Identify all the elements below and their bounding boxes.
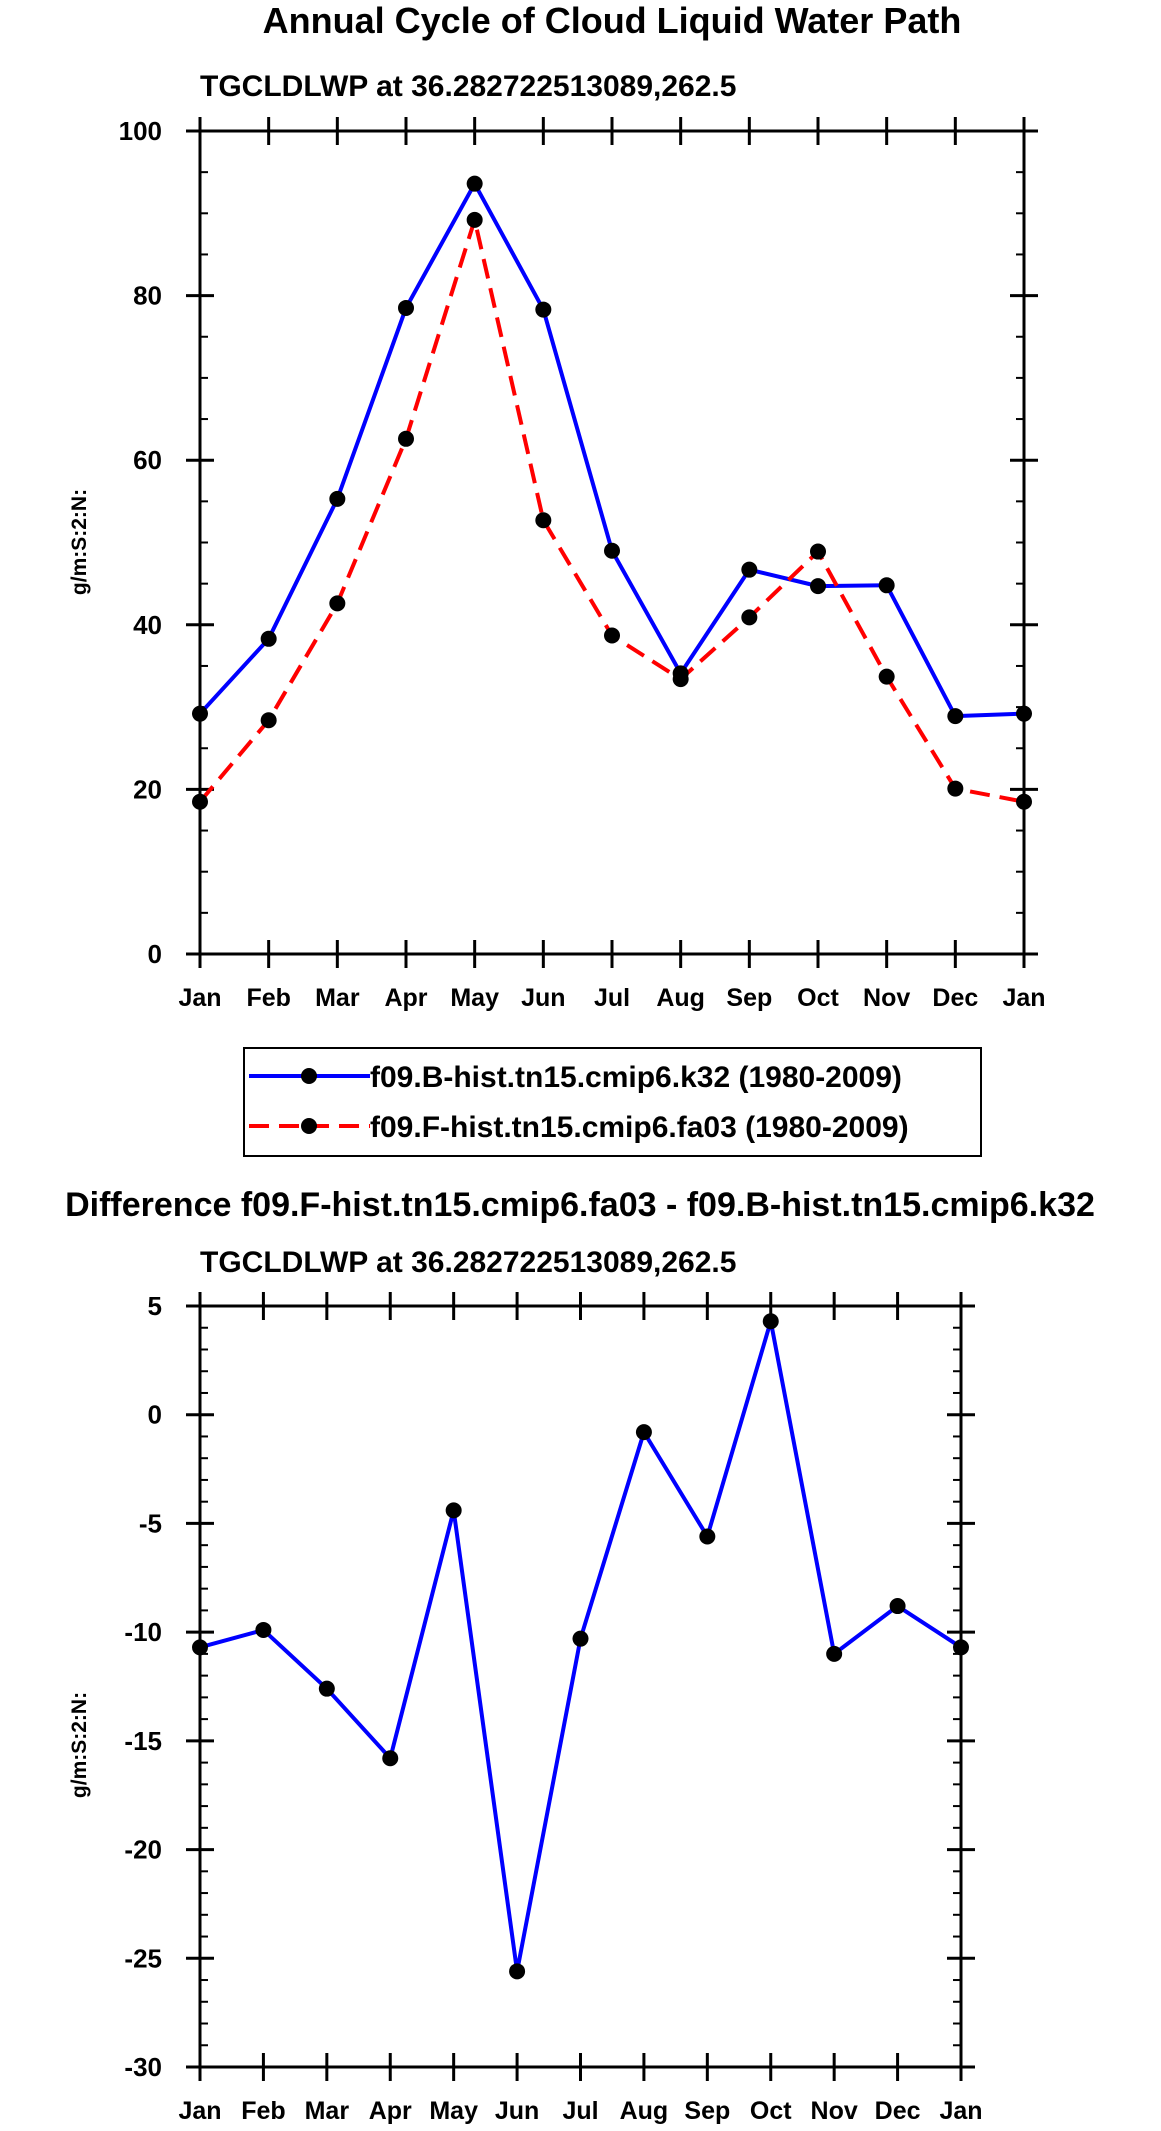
chart2-series-1-point: [255, 1621, 272, 1638]
chart2-series-1-point: [509, 1963, 526, 1980]
chart1-x-tick-label: Apr: [384, 984, 427, 1012]
chart2-series-1-point: [889, 1598, 906, 1615]
chart2-y-tick-label: -10: [124, 1617, 162, 1647]
chart2-plot: -30 -25 -20 -15 -10 -5 0 5 Jan Feb Mar Apr May Jun Jul…: [124, 1291, 982, 2125]
chart2-y-tick-label: -25: [124, 1943, 162, 1973]
chart2-series-1-point: [382, 1750, 399, 1767]
chart1-series-2-point: [810, 543, 826, 560]
chart1-series-2-point: [535, 512, 552, 529]
chart1-frame: [198, 129, 1026, 956]
legend: f09.B-hist.tn15.cmip6.k32 (1980-2009) f0…: [243, 1047, 982, 1157]
chart2-y-tick-label: 0: [148, 1400, 162, 1430]
chart1-series-2-point: [260, 712, 277, 729]
chart2-series-1-point: [953, 1639, 969, 1656]
chart1-y-tick-label: 80: [133, 281, 162, 311]
chart1-x-tick-label: Jan: [178, 984, 221, 1012]
chart1-y-tick-label: 0: [148, 939, 162, 969]
chart1-series-2-point: [672, 671, 689, 688]
chart2-series-1-point: [699, 1528, 716, 1545]
legend-label-series-1: f09.B-hist.tn15.cmip6.k32 (1980-2009): [370, 1061, 902, 1094]
chart2-y-tick-label: -20: [124, 1835, 162, 1865]
chart1-y-tick-label: 40: [133, 610, 162, 640]
chart1-plot: 0 20 40 60 80 100 Jan Feb Mar Apr May Jun Jul Aug Sep O…: [119, 116, 1046, 1012]
chart2-y-tick-label: -5: [139, 1508, 162, 1538]
chart2-x-tick-label: Sep: [684, 2097, 730, 2125]
chart2-x-tick-label: Nov: [811, 2097, 858, 2125]
chart1-series-1-point: [535, 301, 552, 318]
chart2-x-tick-label: Jan: [939, 2097, 982, 2125]
legend-marker-series-2: [301, 1118, 317, 1134]
chart1-x-tick-label: Sep: [726, 984, 772, 1012]
chart1-series-2-point: [604, 627, 620, 644]
chart1-series-2-line: [198, 217, 1025, 804]
chart2-x-tick-label: Apr: [369, 2097, 412, 2125]
chart1-series-2-point: [329, 595, 346, 612]
chart2-series-1-point: [572, 1630, 589, 1647]
chart1-series-1-point: [878, 577, 895, 594]
chart1-x-tick-label: Oct: [797, 984, 839, 1012]
chart1-x-tick-label: Mar: [315, 984, 360, 1012]
chart2-x-tick-label: Jan: [178, 2097, 221, 2125]
chart2-series-1-point: [318, 1680, 335, 1697]
chart2-x-tick-label: Jun: [495, 2097, 539, 2125]
chart1-series-1-point: [741, 561, 758, 578]
chart1-series-1-point: [260, 630, 277, 647]
chart1-x-tick-label: Aug: [656, 984, 705, 1012]
chart2-series-1-point: [826, 1645, 843, 1662]
chart1-series-2-point: [878, 668, 895, 685]
chart1-subtitle: TGCLDLWP at 36.282722513089,262.5: [200, 70, 736, 103]
chart2-series-1-point: [445, 1502, 462, 1519]
chart1-x-tick-label: Jun: [521, 984, 565, 1012]
chart2-x-tick-label: Aug: [620, 2097, 669, 2125]
chart1-x-tick-label: Jul: [594, 984, 630, 1012]
chart2-y-tick-label: -30: [124, 2052, 162, 2082]
chart2-y-tick-label: -15: [124, 1726, 162, 1756]
legend-box: [243, 1047, 982, 1157]
chart1-x-tick-label: Dec: [932, 984, 978, 1012]
chart1-series-1-point: [1016, 705, 1032, 722]
chart1-series-1-point: [947, 708, 964, 725]
chart2-x-tick-label: May: [429, 2097, 478, 2125]
chart1-y-tick-label: 100: [119, 116, 162, 146]
chart2-y-tick-label: 5: [148, 1291, 162, 1321]
chart1-series-2-point: [741, 609, 758, 626]
chart1-title: Annual Cycle of Cloud Liquid Water Path: [263, 0, 962, 41]
chart2-x-tick-label: Feb: [241, 2097, 285, 2125]
chart1-series-2-point: [1016, 793, 1032, 810]
chart2-subtitle: TGCLDLWP at 36.282722513089,262.5: [200, 1246, 736, 1279]
chart1-series-1-point: [810, 578, 826, 595]
chart1-series-1-point: [604, 542, 620, 559]
chart1-series-2-point: [192, 793, 208, 810]
chart2-x-tick-label: Jul: [562, 2097, 598, 2125]
chart1-y-tick-label: 20: [133, 774, 162, 804]
chart1-series-1-point: [192, 705, 208, 722]
chart1-y-tick-label: 60: [133, 445, 162, 475]
chart1-x-tick-label: Feb: [246, 984, 290, 1012]
chart1-series-2-point: [466, 211, 483, 228]
chart2-y-axis-label: g/m:S:2:N:: [68, 1692, 91, 1798]
chart1-x-tick-label: Nov: [863, 984, 910, 1012]
chart1-x-tick-label: May: [450, 984, 499, 1012]
chart2-series-1-point: [192, 1639, 208, 1656]
chart2-series-1-point: [762, 1313, 779, 1330]
chart1-series-1-point: [329, 490, 346, 507]
legend-marker-series-1: [301, 1068, 317, 1084]
chart1-series-1-point: [466, 175, 483, 192]
chart2-series-1-point: [635, 1424, 652, 1441]
chart2-x-tick-label: Dec: [875, 2097, 921, 2125]
chart1-y-axis-label: g/m:S:2:N:: [68, 489, 91, 595]
chart2-x-tick-label: Mar: [305, 2097, 350, 2125]
chart2-x-tick-label: Oct: [750, 2097, 792, 2125]
chart2-frame: [198, 1304, 963, 2069]
legend-label-series-2: f09.F-hist.tn15.cmip6.fa03 (1980-2009): [370, 1111, 909, 1144]
chart1-series-2-point: [947, 780, 964, 797]
chart1-series-2-point: [398, 430, 414, 447]
chart2-title: Difference f09.F-hist.tn15.cmip6.fa03 - …: [65, 1186, 1095, 1224]
chart1-x-tick-label: Jan: [1002, 984, 1045, 1012]
chart1-series-1-point: [398, 299, 414, 316]
